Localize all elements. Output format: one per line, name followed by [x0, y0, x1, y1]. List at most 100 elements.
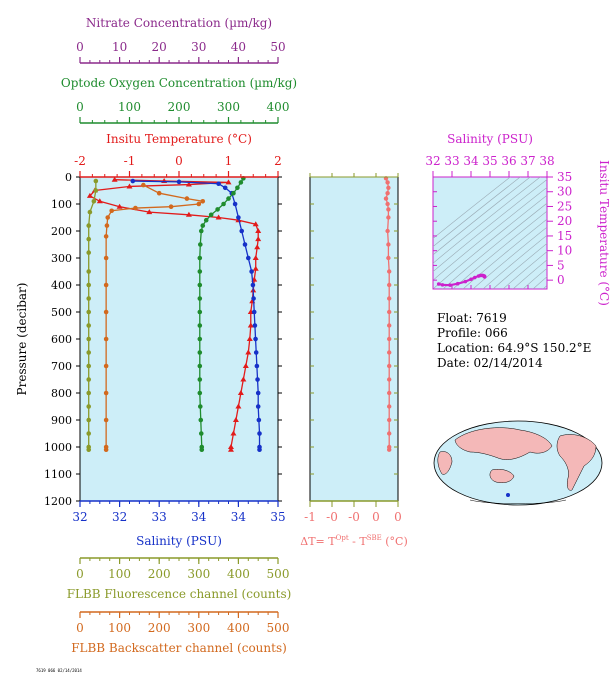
nitrate-tick-label: 30	[191, 40, 206, 54]
main-plot-axes: 0100200300400500600700800900100011001200…	[44, 40, 289, 635]
delta-t-tick-label: 0	[372, 510, 380, 524]
ts-point	[463, 279, 468, 284]
temperature-point	[240, 376, 247, 382]
backscatter-point	[133, 205, 138, 211]
pressure-tick-label: 0	[65, 171, 72, 184]
salinity-point	[242, 242, 248, 247]
ts-density-contour	[433, 194, 547, 289]
pressure-tick-label: 500	[51, 306, 72, 319]
ts-density-contour	[433, 177, 541, 264]
map-land-antarctica	[469, 499, 567, 504]
salinity-point	[255, 377, 260, 382]
delta-t-point	[387, 336, 392, 342]
temperature-point	[246, 336, 253, 341]
oxygen-tick-label: 300	[217, 100, 240, 114]
oxygen-point	[197, 255, 203, 261]
oxygen-point	[238, 180, 244, 185]
oxygen-tick-label: 400	[267, 100, 290, 114]
temperature-point	[254, 244, 261, 250]
nitrate-tick-label: 0	[76, 40, 84, 54]
oxygen-point	[197, 282, 203, 288]
delta-t-label-mid: - T	[349, 535, 368, 548]
ts-density-contour	[433, 179, 547, 273]
backscatter-point	[184, 196, 190, 201]
delta-t-point	[387, 447, 392, 452]
temperature-point	[111, 176, 118, 182]
backscatter-point	[103, 447, 109, 453]
delta-t-point	[387, 431, 392, 436]
backscatter-point	[103, 363, 109, 369]
temperature-point	[255, 236, 262, 242]
temperature-point	[215, 214, 222, 220]
map-land-eurasia	[454, 427, 553, 460]
backscatter-point	[103, 282, 109, 288]
salinity-point	[255, 390, 261, 396]
fluorescence-tick-label: 200	[148, 567, 171, 581]
fluorescence-point	[87, 209, 93, 215]
ts-salinity-tick-label: 35	[482, 154, 497, 168]
pressure-tick-label: 1200	[44, 495, 72, 508]
delta-t-label-sup2: SBE	[367, 534, 382, 542]
backscatter-point	[168, 204, 174, 209]
ts-temperature-tick-label: 10	[557, 244, 572, 258]
nitrate-tick-label: 20	[152, 40, 167, 54]
ts-salinity-axis-label: Salinity (PSU)	[447, 132, 533, 146]
salinity-point	[251, 309, 257, 315]
oxygen-point	[197, 377, 203, 382]
temperature-point	[230, 430, 237, 436]
fluorescence-point	[93, 188, 99, 193]
delta-t-tick-label: -1	[304, 510, 316, 524]
ts-density-contour	[433, 187, 547, 281]
float-location: Location: 64.9°S 150.2°E	[437, 341, 592, 355]
oxygen-point	[197, 269, 203, 274]
fluorescence-point	[86, 296, 92, 301]
map-land-america	[556, 434, 597, 491]
backscatter-tick-label: 400	[227, 621, 250, 635]
salinity-point	[232, 201, 238, 207]
fluorescence-line	[88, 181, 97, 450]
temperature-point	[225, 179, 232, 185]
ts-density-contour	[482, 234, 547, 289]
oxygen-point	[221, 201, 226, 207]
oxygen-point	[208, 212, 214, 218]
temperature-tick-label: 0	[175, 154, 183, 168]
delta-t-point	[387, 363, 392, 369]
oxygen-point	[203, 217, 209, 223]
backscatter-axis-label: FLBB Backscatter channel (counts)	[71, 641, 287, 655]
ts-point	[448, 283, 452, 287]
backscatter-tick-label: 200	[148, 621, 171, 635]
delta-t-label-sup1: Opt	[336, 534, 349, 542]
ts-temperature-tick-label: 30	[557, 185, 572, 199]
temperature-tick-label: -1	[124, 154, 136, 168]
fluorescence-point	[86, 377, 92, 382]
oxygen-point	[198, 228, 204, 234]
delta-t-tick-label: -0	[326, 510, 338, 524]
delta-t-point	[386, 255, 391, 261]
oxygen-point	[231, 190, 236, 196]
temperature-point	[86, 192, 93, 198]
delta-t-point	[387, 323, 392, 328]
temperature-point	[252, 221, 259, 227]
delta-t-plot-area	[309, 176, 399, 502]
fluorescence-point	[86, 282, 92, 288]
fluorescence-point	[86, 269, 92, 274]
ts-temperature-tick-label: 15	[557, 229, 572, 243]
salinity-point	[257, 431, 262, 436]
oxygen-tick-label: 100	[118, 100, 141, 114]
map-land-australia	[489, 469, 515, 483]
oxygen-point	[197, 309, 203, 315]
nitrate-tick-label: 50	[270, 40, 285, 54]
salinity-point	[252, 323, 258, 328]
pressure-tick-label: 900	[51, 414, 72, 427]
salinity-tick-label: 34	[191, 510, 207, 524]
salinity-tick-label: 35	[270, 510, 285, 524]
fluorescence-axis-label: FLBB Fluorescence channel (counts)	[67, 587, 292, 601]
ts-density-contour	[502, 251, 547, 289]
oxygen-point	[197, 336, 203, 342]
world-map	[433, 420, 603, 506]
delta-t-point	[386, 215, 391, 220]
oxygen-tick-label: 200	[168, 100, 191, 114]
fluorescence-point	[93, 178, 99, 184]
delta-t-point	[385, 191, 390, 196]
backscatter-tick-label: 300	[187, 621, 210, 635]
